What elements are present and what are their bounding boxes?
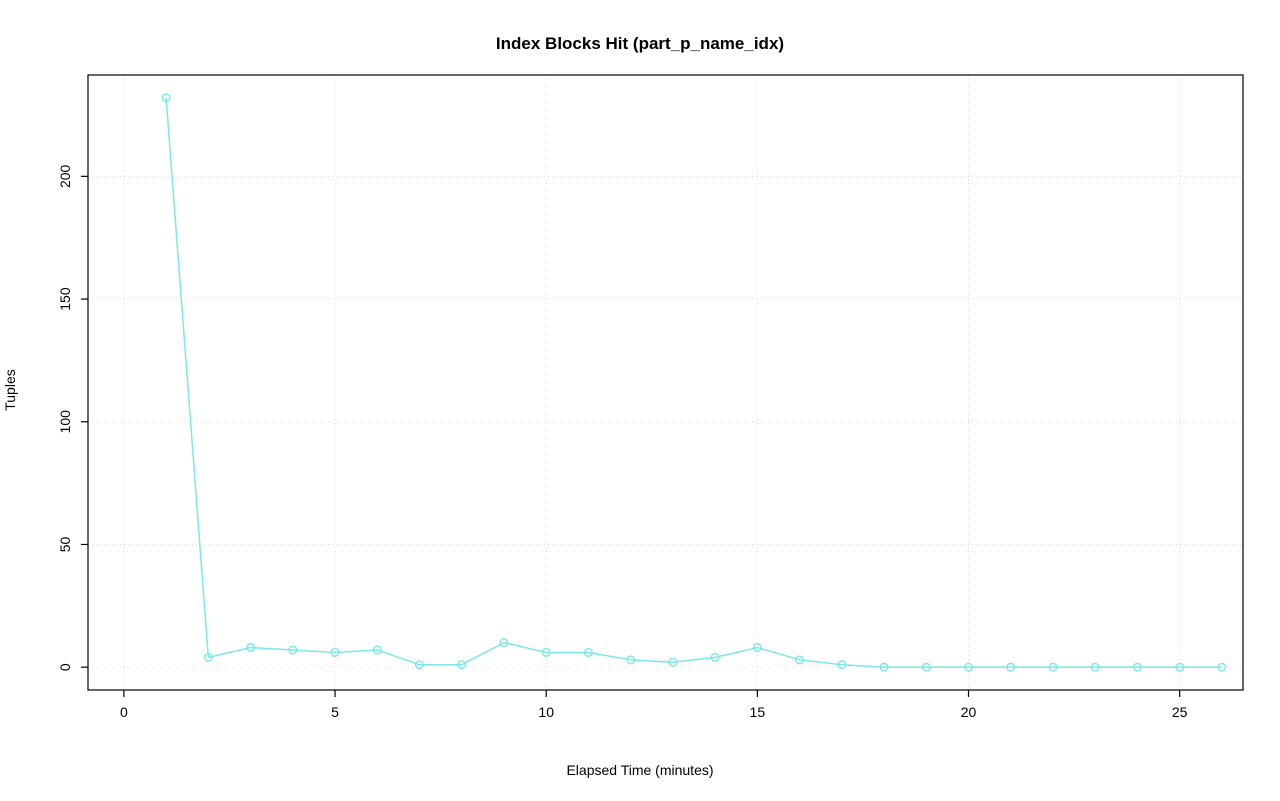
y-tick-label: 150 (57, 287, 73, 311)
y-tick-label: 100 (57, 410, 73, 434)
data-point-marker (1006, 662, 1016, 672)
x-tick-label: 15 (750, 704, 766, 720)
x-tick-label: 5 (331, 704, 339, 720)
data-point-marker (879, 662, 889, 672)
data-point-marker (1048, 662, 1058, 672)
data-point-marker (1217, 662, 1227, 672)
data-point-marker (710, 652, 720, 662)
data-point-marker (457, 660, 467, 670)
data-point-marker (161, 93, 171, 103)
y-axis-label: Tuples (2, 369, 18, 411)
series-line (165, 97, 1223, 668)
data-point-marker (964, 662, 974, 672)
data-point-marker (330, 647, 340, 657)
chart-title: Index Blocks Hit (part_p_name_idx) (495, 34, 785, 53)
data-point-marker (1132, 662, 1142, 672)
plot-box (87, 74, 1244, 691)
x-axis-label: Elapsed Time (minutes) (566, 762, 714, 778)
y-tick-label: 200 (57, 164, 73, 188)
y-tick-label: 0 (57, 663, 73, 671)
data-point-marker (837, 660, 847, 670)
x-tick-label: 25 (1172, 704, 1188, 720)
data-point-marker (499, 638, 509, 648)
data-point-marker (1090, 662, 1100, 672)
data-point-marker (288, 645, 298, 655)
x-tick-label: 20 (961, 704, 977, 720)
data-point-marker (372, 645, 382, 655)
data-point-marker (921, 662, 931, 672)
x-tick-label: 0 (120, 704, 128, 720)
data-point-marker (1175, 662, 1185, 672)
data-point-marker (752, 643, 762, 653)
data-point-marker (415, 660, 425, 670)
data-point-marker (583, 647, 593, 657)
y-tick-label: 50 (57, 536, 73, 552)
data-point-marker (626, 655, 636, 665)
data-point-marker (246, 643, 256, 653)
data-point-marker (541, 647, 551, 657)
data-point-marker (668, 657, 678, 667)
data-point-marker (795, 655, 805, 665)
x-tick-label: 10 (538, 704, 554, 720)
data-point-marker (203, 652, 213, 662)
